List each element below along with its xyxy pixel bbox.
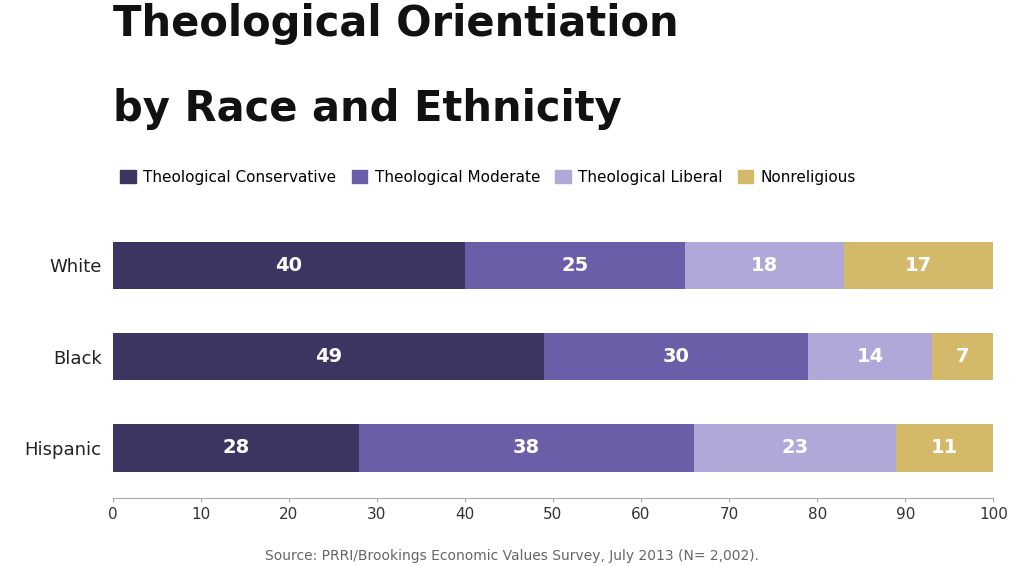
Bar: [113, 242, 465, 289]
Text: 25: 25: [561, 256, 589, 275]
Text: 30: 30: [663, 347, 690, 366]
Bar: [113, 424, 359, 471]
Legend: Theological Conservative, Theological Moderate, Theological Liberal, Nonreligiou: Theological Conservative, Theological Mo…: [120, 170, 856, 185]
Text: 49: 49: [314, 347, 342, 366]
Text: Source: PRRI/Brookings Economic Values Survey, July 2013 (N= 2,002).: Source: PRRI/Brookings Economic Values S…: [265, 549, 759, 563]
Bar: [359, 424, 694, 471]
Bar: [465, 242, 685, 289]
Text: 18: 18: [751, 256, 778, 275]
Bar: [685, 242, 844, 289]
Bar: [932, 333, 993, 380]
Text: 40: 40: [275, 256, 302, 275]
Bar: [896, 424, 993, 471]
Text: 23: 23: [781, 439, 809, 457]
Bar: [113, 333, 544, 380]
Bar: [844, 242, 993, 289]
Text: 11: 11: [931, 439, 958, 457]
Bar: [694, 424, 896, 471]
Text: 38: 38: [513, 439, 540, 457]
Bar: [544, 333, 808, 380]
Text: 7: 7: [955, 347, 969, 366]
Text: Theological Orientiation: Theological Orientiation: [113, 3, 678, 45]
Bar: [808, 333, 932, 380]
Text: 17: 17: [905, 256, 932, 275]
Text: 14: 14: [856, 347, 884, 366]
Text: 28: 28: [222, 439, 250, 457]
Text: by Race and Ethnicity: by Race and Ethnicity: [113, 88, 622, 130]
